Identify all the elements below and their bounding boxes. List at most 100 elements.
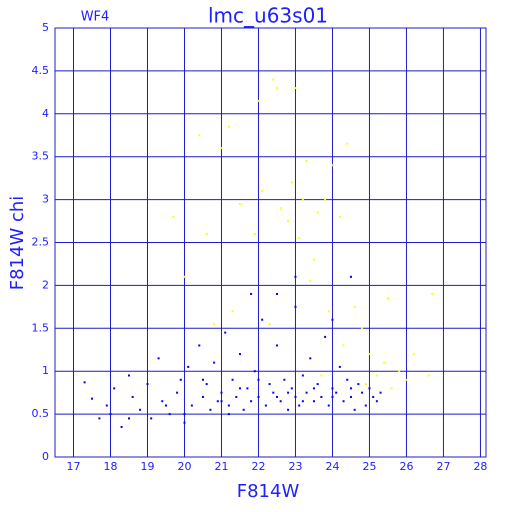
point — [205, 232, 208, 235]
point — [364, 404, 367, 407]
y-tick-label: 2.5 — [32, 236, 50, 249]
point — [331, 318, 334, 321]
point — [327, 310, 330, 313]
point — [346, 142, 349, 145]
y-tick-label: 2 — [42, 278, 49, 291]
point — [386, 297, 389, 300]
y-axis-label: F814W chi — [7, 196, 28, 291]
point — [301, 374, 304, 377]
x-tick-label: 20 — [177, 460, 191, 473]
point — [83, 381, 86, 384]
point — [227, 413, 230, 416]
point — [168, 413, 171, 416]
point — [305, 159, 308, 162]
y-tick-label: 3 — [42, 193, 49, 206]
x-tick-label: 23 — [288, 460, 302, 473]
point — [316, 383, 319, 386]
point — [224, 331, 227, 334]
point — [120, 425, 123, 428]
point — [105, 404, 108, 407]
point — [253, 370, 256, 373]
point — [275, 87, 278, 90]
x-tick-label: 28 — [473, 460, 487, 473]
point — [90, 397, 93, 400]
point — [179, 378, 182, 381]
x-tick-label: 19 — [140, 460, 154, 473]
point — [331, 164, 334, 167]
point — [298, 404, 301, 407]
point — [349, 275, 352, 278]
point — [201, 395, 204, 398]
point — [220, 400, 223, 403]
point — [220, 147, 223, 150]
point — [98, 417, 101, 420]
point — [127, 417, 130, 420]
point — [375, 374, 378, 377]
point — [257, 378, 260, 381]
point — [176, 391, 179, 394]
chart-subtitle: WF4 — [81, 10, 110, 25]
point — [372, 395, 375, 398]
point — [331, 387, 334, 390]
point — [279, 207, 282, 210]
point — [272, 78, 275, 81]
point — [283, 378, 286, 381]
point — [405, 378, 408, 381]
y-tick-label: 4 — [42, 107, 49, 120]
point — [379, 391, 382, 394]
point — [238, 353, 241, 356]
point — [127, 374, 130, 377]
point — [331, 395, 334, 398]
point — [298, 237, 301, 240]
point — [250, 292, 253, 295]
point — [183, 413, 186, 416]
point — [361, 391, 364, 394]
point — [157, 357, 160, 360]
point — [113, 387, 116, 390]
point — [294, 275, 297, 278]
point — [349, 395, 352, 398]
point — [320, 374, 323, 377]
point — [235, 395, 238, 398]
point — [231, 378, 234, 381]
point — [324, 335, 327, 338]
point — [275, 344, 278, 347]
point — [238, 202, 241, 205]
point — [290, 181, 293, 184]
point — [183, 275, 186, 278]
point — [209, 408, 212, 411]
point — [242, 408, 245, 411]
point — [227, 404, 230, 407]
point — [201, 378, 204, 381]
y-tick-label: 1 — [42, 364, 49, 377]
point — [327, 404, 330, 407]
point — [320, 395, 323, 398]
point — [257, 99, 260, 102]
point — [353, 408, 356, 411]
point — [213, 361, 216, 364]
y-tick-label: 0.5 — [32, 407, 50, 420]
point — [342, 344, 345, 347]
point — [346, 378, 349, 381]
point — [275, 292, 278, 295]
point — [294, 395, 297, 398]
point — [305, 391, 308, 394]
point — [390, 387, 393, 390]
point — [353, 305, 356, 308]
point — [261, 190, 264, 193]
point — [205, 383, 208, 386]
x-tick-label: 27 — [436, 460, 450, 473]
point — [301, 198, 304, 201]
point — [383, 361, 386, 364]
point — [412, 353, 415, 356]
point — [190, 404, 193, 407]
point — [161, 400, 164, 403]
point — [164, 404, 167, 407]
point — [312, 400, 315, 403]
point — [253, 232, 256, 235]
point — [131, 395, 134, 398]
point — [246, 387, 249, 390]
point — [312, 258, 315, 261]
point — [238, 387, 241, 390]
